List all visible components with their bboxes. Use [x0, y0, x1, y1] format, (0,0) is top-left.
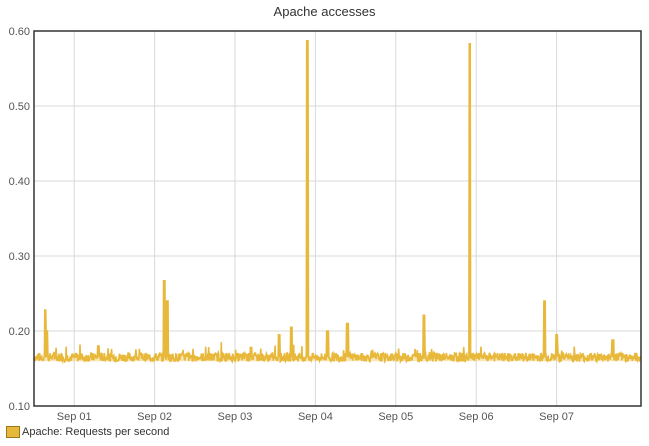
x-tick-label: Sep 05	[378, 411, 413, 423]
series-layer	[33, 40, 642, 365]
grid	[34, 30, 641, 407]
y-tick-label: 0.60	[9, 26, 30, 38]
y-tick-label: 0.20	[9, 326, 30, 338]
y-tick-label: 0.10	[9, 401, 30, 413]
x-tick-label: Sep 02	[137, 411, 172, 423]
x-tick-label: Sep 04	[298, 411, 333, 423]
plot-border	[33, 30, 642, 407]
x-axis: Sep 01 Sep 02 Sep 03 Sep 04 Sep 05 Sep 06 Sep …	[57, 411, 574, 423]
series-line	[33, 40, 642, 365]
plot-area	[34, 31, 641, 406]
legend-swatch	[6, 426, 20, 438]
legend: Apache: Requests per second	[6, 426, 169, 438]
y-axis: 0.10 0.20 0.30 0.40 0.50 0.60	[9, 26, 30, 413]
chart-title: Apache accesses	[273, 4, 376, 19]
x-tick-label: Sep 01	[57, 411, 92, 423]
x-tick-label: Sep 06	[459, 411, 494, 423]
legend-label: Apache: Requests per second	[22, 426, 170, 438]
x-tick-label: Sep 03	[218, 411, 253, 423]
x-tick-label: Sep 07	[539, 411, 574, 423]
y-tick-label: 0.30	[9, 251, 30, 263]
y-tick-label: 0.50	[9, 101, 30, 113]
y-tick-label: 0.40	[9, 176, 30, 188]
